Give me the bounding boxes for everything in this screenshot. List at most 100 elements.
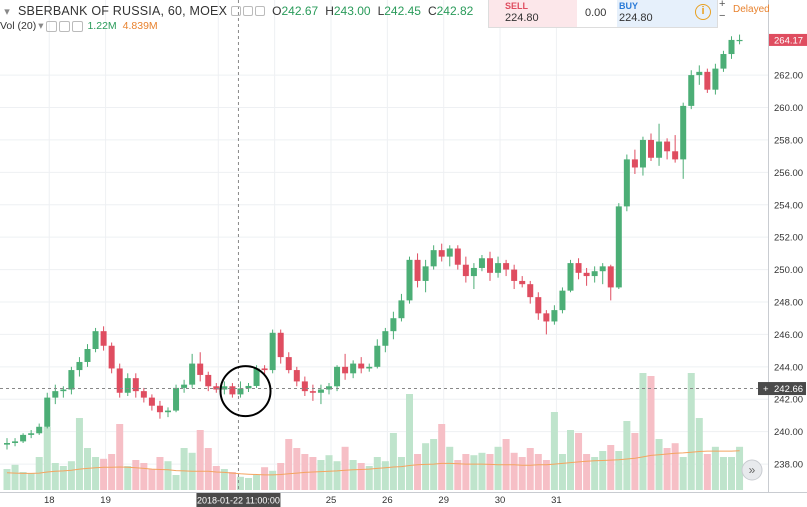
candle-body	[615, 206, 622, 288]
low-label: L	[377, 4, 385, 18]
volume-bar	[655, 439, 663, 490]
candle-body	[511, 269, 518, 281]
symbol-title[interactable]: SBERBANK OF RUSSIA, 60, MOEX	[18, 4, 228, 18]
candle-body	[664, 141, 671, 152]
volume-bar	[277, 463, 285, 490]
volume-bar	[695, 418, 703, 490]
volume-bar	[422, 443, 430, 490]
volume-close-icon[interactable]	[72, 20, 84, 32]
hide-series-icon[interactable]	[231, 6, 242, 16]
candle-body	[382, 331, 389, 346]
volume-bar	[711, 446, 719, 490]
candle-body	[551, 310, 558, 322]
buy-label: BUY	[619, 1, 639, 11]
time-tick-label: 30	[495, 495, 506, 506]
candle-body	[366, 366, 373, 369]
candle-body	[648, 139, 654, 158]
chevron-right-icon[interactable]: »	[749, 463, 756, 477]
zoom-out-icon[interactable]: −	[719, 10, 726, 22]
close-label: C	[427, 4, 437, 18]
volume-label[interactable]: Vol (20)	[0, 20, 37, 32]
close-value: 242.82	[436, 4, 474, 18]
zoom-in-icon[interactable]: +	[719, 0, 726, 10]
volume-bar	[124, 466, 132, 490]
candle-body	[728, 39, 735, 55]
volume-bar	[269, 470, 277, 490]
candle-body	[4, 443, 10, 445]
candle-body	[462, 264, 469, 277]
price-tick-label: 258.00	[774, 135, 803, 146]
volume-bar	[325, 455, 333, 490]
candle-body	[245, 385, 252, 389]
volume-bar	[196, 430, 204, 490]
candle-body	[132, 378, 139, 392]
volume-bar	[180, 448, 188, 490]
candle-body	[503, 263, 510, 270]
crosshair-plus-icon[interactable]: +	[763, 384, 769, 395]
candle-body	[197, 363, 204, 375]
volume-bar	[623, 421, 631, 490]
volume-bar	[486, 454, 494, 490]
candle-body	[20, 434, 27, 442]
volume-bar	[567, 430, 574, 490]
volume-ma-value: 4.839M	[122, 20, 158, 32]
candle-body	[736, 39, 743, 42]
time-tick-label: 29	[438, 495, 449, 506]
candle-body	[712, 68, 719, 90]
candle-body	[116, 368, 123, 393]
volume-bar	[719, 457, 727, 490]
volume-bar	[132, 460, 140, 490]
price-axis-panel[interactable]	[768, 0, 807, 507]
volume-bar	[92, 457, 100, 490]
candle-body	[108, 345, 115, 369]
time-axis-panel[interactable]	[0, 492, 768, 507]
volume-bar	[67, 461, 75, 490]
candle-body	[414, 259, 421, 281]
volume-bar	[406, 394, 413, 490]
scroll-right-button[interactable]	[741, 459, 763, 481]
volume-bar	[599, 451, 607, 490]
volume-bar	[615, 451, 623, 490]
price-tick-label: 254.00	[774, 200, 803, 211]
candle-body	[12, 441, 19, 443]
volume-collapse-icon[interactable]: ▾	[38, 20, 44, 32]
settings-icon[interactable]	[243, 6, 254, 16]
info-icon[interactable]: i	[695, 4, 711, 20]
close-icon[interactable]	[255, 6, 266, 16]
candle-body	[688, 75, 695, 106]
volume-series	[3, 373, 744, 490]
sell-label: SELL	[505, 1, 529, 11]
sell-button[interactable]: SELL 224.80	[489, 0, 577, 27]
price-tick-label: 252.00	[774, 233, 803, 244]
legend-buttons	[231, 6, 266, 16]
candle-body	[358, 363, 365, 369]
volume-bar	[381, 461, 389, 490]
volume-bar	[550, 412, 558, 490]
delayed-label: Delayed	[733, 4, 770, 15]
last-price-tag	[769, 33, 807, 46]
candle-body	[237, 388, 244, 395]
candle-body	[293, 370, 300, 382]
price-tick-label: 246.00	[774, 330, 803, 341]
volume-hide-icon[interactable]	[46, 20, 58, 32]
candle-body	[165, 410, 171, 413]
volume-settings-icon[interactable]	[59, 20, 71, 32]
candle-body	[583, 272, 590, 277]
candle-body	[543, 313, 550, 322]
volume-bar	[454, 460, 462, 490]
volume-bar	[647, 376, 655, 490]
candle-body	[470, 267, 477, 277]
candle-body	[390, 318, 397, 332]
candle-body	[189, 363, 196, 385]
candle-body	[527, 284, 534, 298]
candle-body	[446, 248, 453, 257]
candle-body	[68, 370, 75, 390]
candle-body	[221, 386, 228, 390]
volume-bar	[349, 460, 357, 490]
volume-bar	[285, 439, 293, 490]
volume-bar	[148, 469, 156, 490]
candle-body	[599, 266, 606, 272]
volume-bar	[220, 469, 228, 490]
collapse-legend-icon[interactable]: ▾	[4, 5, 10, 18]
